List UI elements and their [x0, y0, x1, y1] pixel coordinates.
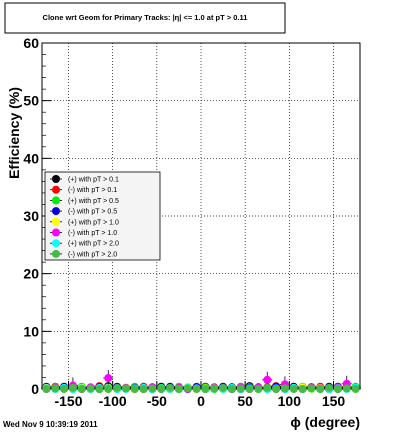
y-tick-label: 0	[31, 381, 39, 397]
y-tick-label: 60	[23, 35, 39, 51]
x-tick-label: -150	[54, 393, 82, 409]
data-point	[51, 384, 60, 393]
legend-marker	[52, 228, 60, 237]
data-point	[316, 385, 325, 393]
data-point	[333, 385, 342, 393]
data-point	[298, 385, 307, 393]
legend-box	[44, 171, 161, 261]
legend-label: (+) with pT > 0.1	[68, 177, 119, 184]
data-points	[41, 370, 361, 393]
y-tick-label: 10	[23, 323, 39, 339]
data-point	[227, 385, 236, 393]
legend-label: (+) with pT > 2.0	[68, 241, 119, 248]
y-tick-label: 50	[23, 93, 39, 109]
data-point	[68, 383, 77, 392]
timestamp: Wed Nov 9 10:39:19 2011	[3, 420, 98, 429]
legend-label: (-) with pT > 0.1	[68, 187, 117, 194]
axis-ticks: -150 -100 -50 0 50 100 150 0 10 20 30 40 50 60	[23, 35, 356, 409]
data-point	[263, 375, 272, 384]
legend-label: (-) with pT > 2.0	[68, 251, 117, 258]
data-point	[236, 384, 245, 393]
data-point	[201, 385, 210, 393]
data-point	[307, 384, 316, 393]
y-tick-label: 40	[23, 150, 39, 166]
data-point	[192, 385, 201, 393]
data-point	[166, 383, 175, 392]
data-point	[60, 385, 69, 393]
data-point	[342, 384, 351, 393]
data-point	[272, 385, 281, 393]
data-point	[289, 385, 298, 393]
legend-label: (+) with pT > 0.5	[68, 198, 119, 205]
legend-label: (+) with pT > 1.0	[68, 219, 119, 226]
legend-marker	[52, 185, 60, 194]
x-tick-label: 100	[278, 393, 302, 409]
legend-marker	[52, 175, 60, 183]
data-point	[104, 385, 113, 393]
legend-label: (-) with pT > 1.0	[68, 230, 117, 237]
x-tick-label: 0	[197, 393, 205, 409]
data-point	[210, 384, 219, 393]
legend-marker	[52, 249, 60, 258]
data-point	[104, 374, 113, 383]
data-point	[174, 385, 183, 393]
legend-marker	[52, 239, 60, 248]
data-point	[139, 385, 148, 393]
data-point	[254, 385, 263, 393]
series-7	[41, 383, 361, 393]
x-tick-label: -50	[147, 393, 167, 409]
data-point	[86, 384, 95, 393]
data-point	[42, 385, 51, 393]
x-axis-title: ϕ (degree)	[290, 414, 360, 430]
data-point	[351, 385, 360, 393]
data-point	[263, 383, 272, 392]
legend: (+) with pT > 0.1 (-) with pT > 0.1 (+) wi…	[44, 171, 161, 261]
x-tick-label: 50	[237, 393, 253, 409]
x-tick-label: -100	[99, 393, 127, 409]
y-tick-label: 20	[23, 266, 39, 282]
legend-marker	[52, 217, 60, 226]
data-point	[245, 385, 254, 393]
data-point	[130, 385, 139, 393]
legend-marker	[52, 207, 60, 216]
data-point	[280, 384, 289, 393]
data-point	[325, 383, 334, 392]
chart-title: Clone wrt Geom for Primary Tracks: |η| <…	[43, 13, 248, 22]
title-box: Clone wrt Geom for Primary Tracks: |η| <…	[4, 2, 286, 34]
data-point	[157, 385, 166, 393]
legend-label: (-) with pT > 0.5	[68, 209, 117, 216]
data-point	[148, 384, 157, 393]
data-point	[121, 384, 130, 393]
legend-marker	[52, 196, 60, 205]
data-point	[219, 383, 228, 392]
data-point	[95, 385, 104, 393]
grid	[42, 43, 360, 389]
data-point	[77, 385, 86, 393]
x-tick-label: 150	[322, 393, 346, 409]
y-axis-title: Efficiency (%)	[6, 87, 22, 179]
data-point	[113, 383, 122, 392]
y-tick-label: 30	[23, 208, 39, 224]
data-point	[183, 384, 192, 393]
